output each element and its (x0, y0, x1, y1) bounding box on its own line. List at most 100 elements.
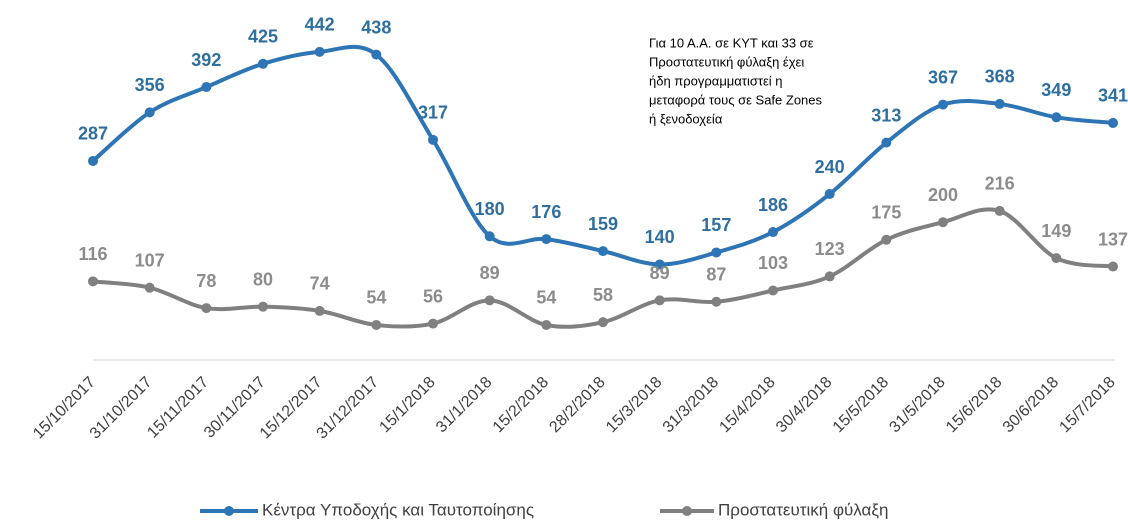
data-label: 54 (366, 288, 386, 308)
point (144, 282, 155, 293)
data-label: 123 (815, 239, 845, 259)
x-tick-label: 15/2/2018 (490, 374, 552, 436)
x-tick-label: 31/10/2017 (87, 374, 156, 443)
x-tick-label: 15/5/2018 (830, 374, 892, 436)
data-label: 186 (758, 195, 788, 215)
point (598, 317, 608, 328)
x-tick-label: 15/7/2018 (1056, 374, 1118, 436)
point (881, 137, 892, 148)
data-label: 367 (928, 67, 958, 87)
x-tick-label: 30/6/2018 (1000, 374, 1062, 436)
data-label: 176 (531, 202, 561, 222)
x-tick-label: 30/4/2018 (773, 374, 835, 436)
x-tick-label: 15/6/2018 (943, 374, 1005, 436)
point (824, 271, 835, 282)
data-label: 349 (1041, 80, 1071, 100)
x-tick-label: 15/1/2018 (376, 374, 438, 436)
data-label: 107 (135, 250, 165, 270)
data-label: 56 (423, 286, 443, 306)
data-label: 216 (985, 174, 1015, 194)
point (88, 276, 98, 287)
data-label: 159 (588, 214, 618, 234)
point (1051, 253, 1062, 264)
point (1051, 112, 1062, 123)
data-label: 392 (191, 50, 221, 70)
legend-marker (224, 506, 234, 516)
point (994, 205, 1005, 216)
data-label: 54 (536, 288, 556, 308)
x-tick-label: 31/3/2018 (660, 374, 722, 436)
point (768, 285, 778, 296)
data-label: 240 (815, 157, 845, 177)
point (314, 305, 325, 316)
data-label: 80 (253, 269, 273, 289)
point (1108, 261, 1118, 272)
point (711, 296, 722, 307)
annotation: Για 10 Α.Α. σε ΚΥΤ και 33 σε (649, 35, 814, 50)
data-label: 313 (871, 105, 901, 125)
point (258, 58, 268, 69)
legend-label: Προστατευτική φύλαξη (718, 500, 888, 519)
point (88, 155, 98, 166)
annotation: μεταφορά τους σε Safe Zones (649, 92, 823, 107)
data-label: 438 (361, 17, 391, 37)
data-label: 425 (248, 27, 278, 47)
data-label: 58 (593, 285, 613, 305)
point (428, 318, 438, 329)
x-tick-label: 15/3/2018 (603, 374, 665, 436)
point (1108, 117, 1118, 128)
data-label: 200 (928, 185, 958, 205)
point (938, 99, 948, 110)
point (994, 98, 1005, 109)
data-label: 442 (305, 15, 335, 35)
point (824, 189, 835, 200)
annotation: ήδη προγραμματιστεί η (649, 73, 783, 88)
data-label: 287 (78, 124, 108, 144)
point (541, 319, 552, 330)
x-tick-label: 28/2/2018 (546, 374, 608, 436)
data-label: 317 (418, 103, 448, 123)
data-label: 137 (1098, 229, 1128, 249)
point (711, 247, 722, 258)
data-label: 157 (701, 215, 731, 235)
data-label: 78 (196, 271, 216, 291)
point (371, 49, 382, 60)
data-label: 356 (135, 75, 165, 95)
legend-label: Κέντρα Υποδοχής και Ταυτοποίησης (262, 500, 534, 519)
data-label: 74 (310, 274, 330, 294)
data-label: 103 (758, 253, 788, 273)
point (654, 295, 665, 306)
data-label: 89 (480, 263, 500, 283)
point (484, 295, 495, 306)
x-tick-label: 15/4/2018 (716, 374, 778, 436)
point (258, 301, 268, 312)
data-label: 175 (871, 203, 901, 223)
point (484, 231, 495, 242)
point (768, 227, 778, 238)
point (938, 217, 948, 228)
legend-marker (682, 506, 692, 516)
data-label: 368 (985, 67, 1015, 87)
x-tick-label: 31/5/2018 (886, 374, 948, 436)
data-label: 89 (650, 263, 670, 283)
data-label: 140 (645, 227, 675, 247)
x-tick-label: 31/12/2017 (314, 374, 383, 443)
point (598, 246, 608, 257)
point (314, 46, 325, 57)
data-label: 180 (475, 199, 505, 219)
data-label: 87 (706, 265, 726, 285)
point (428, 134, 438, 145)
point (201, 82, 212, 93)
annotation: Προστατευτική φύλαξη έχει (649, 54, 804, 69)
point (144, 107, 155, 118)
point (201, 303, 212, 314)
data-label: 341 (1098, 86, 1128, 106)
point (541, 234, 552, 245)
data-label: 149 (1041, 221, 1071, 241)
annotation: ή ξενοδοχεία (649, 111, 723, 126)
point (881, 234, 892, 245)
point (371, 319, 382, 330)
x-tick-label: 31/1/2018 (433, 374, 495, 436)
